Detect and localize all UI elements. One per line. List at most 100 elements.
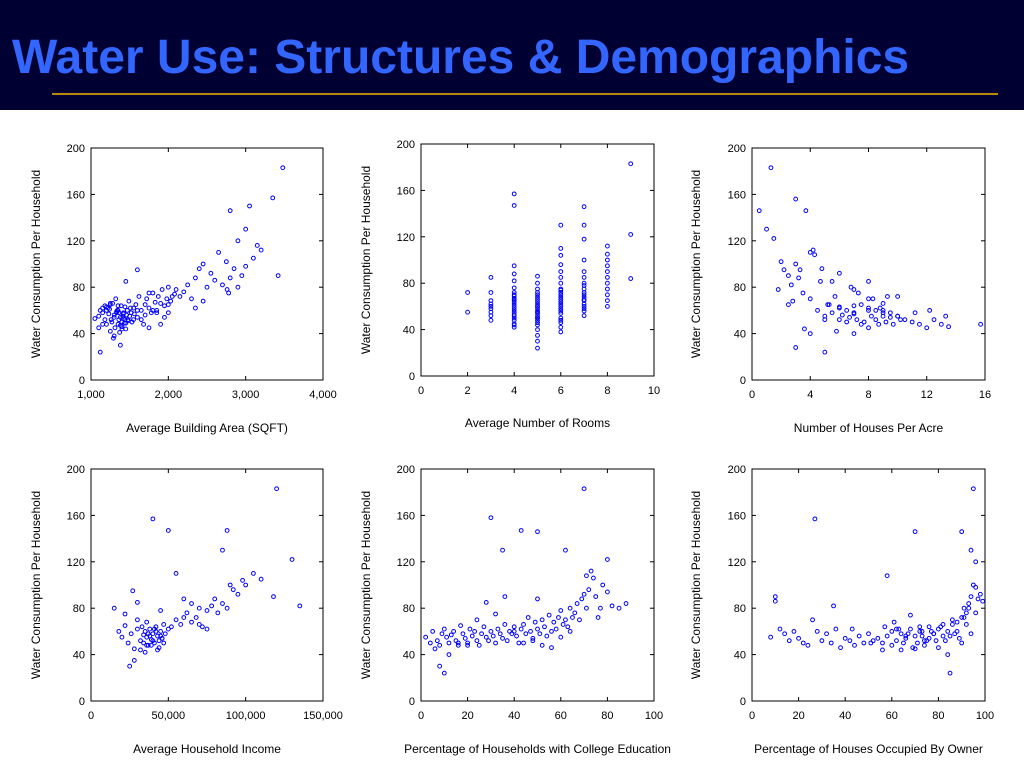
y-tick-label: 200 (728, 464, 746, 476)
y-tick-label: 80 (403, 603, 415, 615)
data-point (577, 617, 582, 623)
data-point (968, 547, 974, 553)
data-point (836, 304, 842, 310)
data-point (824, 631, 829, 637)
data-point (164, 296, 170, 302)
data-point (535, 299, 540, 305)
data-point (131, 658, 137, 663)
data-point (209, 603, 215, 609)
data-point (912, 646, 918, 652)
data-point (200, 261, 206, 267)
data-point (931, 631, 937, 637)
data-point (495, 626, 501, 632)
data-point (917, 629, 923, 634)
data-point (455, 642, 461, 648)
data-point (880, 301, 886, 306)
data-point (465, 309, 471, 315)
data-point (917, 624, 923, 630)
data-point (877, 305, 883, 311)
x-tick-label: 1,000 (77, 389, 105, 401)
data-point (469, 633, 475, 639)
data-point (530, 635, 536, 641)
data-point (125, 640, 131, 646)
y-tick-label: 160 (728, 510, 746, 522)
data-point (189, 296, 194, 302)
data-point (430, 629, 436, 634)
data-point (130, 588, 136, 594)
x-tick-label: 80 (601, 710, 613, 722)
data-point (230, 587, 236, 593)
data-point (141, 640, 146, 646)
data-point (572, 610, 578, 616)
data-point (146, 290, 152, 296)
x-axis-label: Average Building Area (SQFT) (126, 421, 288, 435)
data-point (138, 647, 143, 653)
data-point (605, 292, 610, 298)
data-point (551, 619, 557, 625)
x-tick-label: 8 (604, 385, 610, 397)
data-point (605, 298, 610, 304)
plot-frame (420, 143, 655, 377)
data-point (523, 631, 529, 637)
data-point (138, 317, 144, 323)
data-point (556, 615, 561, 620)
data-point (150, 638, 156, 644)
data-point (488, 275, 494, 280)
data-point (441, 670, 447, 676)
slide-title: Water Use: Structures & Demographics (12, 31, 910, 84)
data-point (458, 623, 464, 628)
x-axis-label: Percentage of Houses Occupied By Owner (754, 742, 983, 756)
data-point (106, 311, 112, 317)
data-point (832, 294, 838, 299)
data-point (880, 640, 885, 646)
data-point (945, 629, 951, 634)
data-point (764, 226, 769, 232)
data-point (159, 287, 165, 292)
data-point (154, 310, 160, 316)
data-point (165, 626, 171, 632)
data-point (775, 287, 781, 292)
data-point (581, 308, 587, 314)
data-point (158, 608, 164, 613)
data-point (150, 516, 156, 522)
data-point (851, 303, 857, 309)
data-point (220, 601, 225, 606)
data-point (912, 310, 918, 316)
data-point (887, 314, 893, 320)
data-point (852, 642, 857, 648)
data-point (896, 626, 902, 632)
data-point (280, 165, 286, 171)
data-point (927, 308, 933, 313)
data-point (954, 619, 960, 625)
data-point (924, 325, 930, 331)
data-point (472, 629, 477, 634)
data-point (903, 635, 909, 641)
data-point (243, 582, 249, 588)
data-point (476, 642, 482, 648)
data-point (861, 319, 867, 325)
data-point (558, 306, 564, 312)
data-point (838, 645, 843, 651)
data-point (162, 303, 167, 309)
data-point (947, 633, 953, 639)
scatter-panel-1: 0 40 80 120 160 200 1,000 2,000 3,000 4,000 Averag… (29, 143, 337, 435)
data-point (535, 333, 540, 338)
data-point (172, 291, 177, 297)
data-point (851, 311, 857, 317)
data-point (251, 255, 256, 261)
y-tick-label: 40 (73, 650, 85, 662)
data-point (793, 196, 799, 202)
y-tick-label: 80 (734, 282, 746, 294)
data-point (537, 631, 543, 637)
y-tick-label: 80 (73, 282, 85, 294)
data-point (807, 296, 813, 302)
scatter-panel-3: 0 40 80 120 160 200 0 4 8 12 16 Number of Houses Pe… (689, 143, 991, 435)
data-point (834, 328, 839, 334)
data-point (563, 547, 568, 553)
x-axis-label: Average Number of Rooms (465, 416, 610, 430)
data-point (791, 629, 797, 634)
data-point (535, 317, 540, 323)
data-point (839, 312, 845, 318)
data-point (895, 313, 901, 319)
data-point (204, 626, 210, 632)
